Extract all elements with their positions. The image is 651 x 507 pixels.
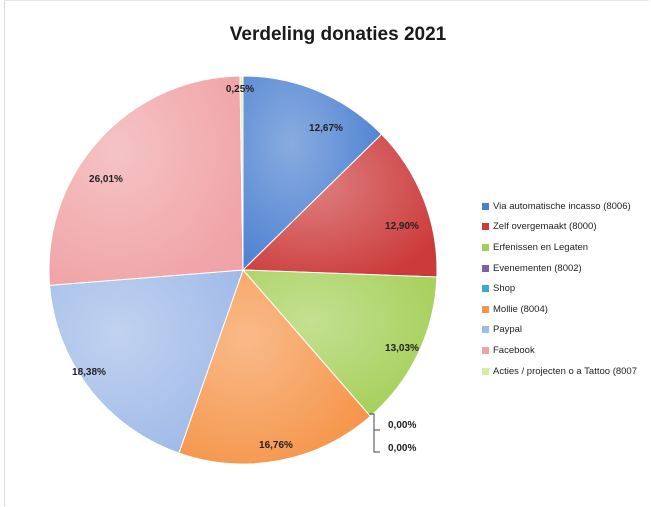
legend-swatch bbox=[482, 202, 489, 210]
pie-slice-acties-projecten-o-a-tattoo-8007 bbox=[239, 75, 244, 271]
legend-swatch bbox=[482, 223, 489, 231]
data-label-acties-projecten-o-a-tattoo-8007: 0,25% bbox=[226, 84, 254, 95]
legend-label: Facebook bbox=[493, 344, 535, 356]
legend-swatch bbox=[482, 367, 489, 375]
legend-swatch bbox=[482, 264, 489, 272]
legend-label: Evenementen (8002) bbox=[493, 262, 582, 274]
legend-swatch bbox=[482, 285, 489, 293]
pie-slice-erfenissen-en-legaten bbox=[241, 269, 438, 418]
data-label-mollie-8004: 16,76% bbox=[259, 440, 293, 451]
pie-slice-facebook bbox=[48, 75, 244, 286]
pie-slice-paypal bbox=[49, 269, 244, 454]
legend-label: Paypal bbox=[493, 324, 523, 336]
legend-item-shop: Shop bbox=[482, 278, 651, 299]
data-label-via-automatische-incasso-8006: 12,67% bbox=[309, 123, 343, 134]
chart-title: Verdeling donaties 2021 bbox=[229, 24, 447, 45]
legend-item-facebook: Facebook bbox=[482, 340, 651, 361]
legend-item-zelf-overgemaakt-8000: Zelf overgemaakt (8000) bbox=[482, 217, 651, 238]
legend-label: Via automatische incasso (8006) bbox=[493, 200, 631, 212]
data-label-paypal: 18,38% bbox=[72, 367, 106, 378]
legend-item-paypal: Paypal bbox=[482, 320, 651, 341]
data-label-shop: 0,00% bbox=[388, 443, 416, 454]
chart-frame bbox=[4, 0, 649, 506]
data-label-evenementen-8002: 0,00% bbox=[388, 420, 416, 431]
legend-item-acties-projecten-o-a-tattoo-8007: Acties / projecten o a Tattoo (8007 bbox=[482, 361, 651, 382]
legend-label: Acties / projecten o a Tattoo (8007 bbox=[493, 365, 637, 377]
chart-legend: Via automatische incasso (8006) Zelf over… bbox=[482, 196, 651, 381]
legend-label: Shop bbox=[493, 283, 516, 295]
data-label-zelf-overgemaakt-8000: 12,90% bbox=[385, 221, 419, 232]
pie-slice-mollie-8004 bbox=[178, 269, 372, 465]
legend-item-via-automatische-incasso-8006: Via automatische incasso (8006) bbox=[482, 196, 651, 217]
legend-swatch bbox=[482, 243, 489, 251]
data-label-erfenissen-en-legaten: 13,03% bbox=[385, 343, 419, 354]
pie-slice-via-automatische-incasso-8006 bbox=[242, 75, 383, 272]
legend-label: Erfenissen en Legaten bbox=[493, 241, 589, 253]
legend-item-mollie-8004: Mollie (8004) bbox=[482, 299, 651, 320]
legend-swatch bbox=[482, 346, 489, 354]
pie-slice-zelf-overgemaakt-8000 bbox=[241, 133, 438, 278]
legend-label: Zelf overgemaakt (8000) bbox=[493, 221, 597, 233]
legend-item-evenementen-8002: Evenementen (8002) bbox=[482, 258, 651, 279]
legend-swatch bbox=[482, 326, 489, 334]
legend-item-erfenissen-en-legaten: Erfenissen en Legaten bbox=[482, 237, 651, 258]
leader-lines bbox=[369, 413, 380, 453]
legend-label: Mollie (8004) bbox=[493, 303, 548, 315]
legend-swatch bbox=[482, 305, 489, 313]
data-label-facebook: 26,01% bbox=[89, 174, 123, 185]
